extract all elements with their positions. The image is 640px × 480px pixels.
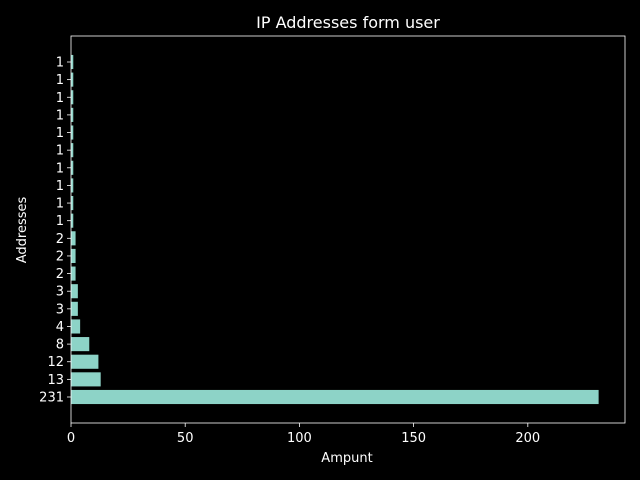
x-tick-label: 100: [287, 431, 312, 446]
y-tick-label: 1: [56, 144, 64, 159]
y-tick-label: 2: [56, 267, 64, 282]
bar: [71, 90, 74, 105]
y-tick-label: 3: [56, 302, 64, 317]
bar: [71, 266, 76, 281]
chart-title: IP Addresses form user: [256, 13, 440, 32]
y-tick-label: 8: [56, 338, 64, 353]
bar: [71, 319, 81, 334]
bar: [71, 178, 74, 193]
y-tick-label: 1: [56, 214, 64, 229]
y-tick-label: 231: [39, 391, 64, 406]
plot-frame: [70, 35, 626, 424]
bar: [71, 125, 74, 140]
x-tick-label: 50: [177, 431, 194, 446]
y-tick-label: 2: [56, 232, 64, 247]
bar: [71, 54, 74, 70]
bar: [71, 160, 74, 175]
bar: [71, 231, 76, 246]
bar: [71, 301, 78, 316]
y-tick-label: 4: [56, 320, 64, 335]
bar: [71, 143, 74, 158]
y-tick-label: 1: [56, 56, 64, 71]
x-tick-label: 0: [67, 431, 75, 446]
y-tick-label: 1: [56, 126, 64, 141]
bar: [71, 372, 101, 387]
bar: [71, 248, 76, 263]
y-tick-label: 1: [56, 108, 64, 123]
plot-area: 231 13 12 8 4 3 3 2 2 2 1 1 1 1 1 1 1 1 1 1 0 50 100 150 200: [39, 35, 626, 446]
y-tick-label: 12: [47, 355, 64, 370]
bar: [71, 284, 78, 299]
x-tick-label: 200: [515, 431, 540, 446]
y-tick-label: 1: [56, 73, 64, 88]
bar: [71, 72, 74, 87]
y-tick-label: 2: [56, 249, 64, 264]
y-tick-label: 13: [47, 373, 64, 388]
bar: [71, 213, 74, 228]
y-axis-label: Addresses: [15, 197, 30, 264]
bar: [71, 389, 599, 405]
bar: [71, 354, 99, 369]
y-tick-label: 1: [56, 197, 64, 212]
bar: [71, 196, 74, 211]
y-tick-label: 3: [56, 285, 64, 300]
x-tick-label: 150: [401, 431, 426, 446]
y-tick-label: 1: [56, 179, 64, 194]
x-axis-label: Ampunt: [321, 451, 372, 466]
y-tick-label: 1: [56, 161, 64, 176]
y-tick-label: 1: [56, 91, 64, 106]
bar: [71, 337, 90, 352]
bar: [71, 107, 74, 122]
